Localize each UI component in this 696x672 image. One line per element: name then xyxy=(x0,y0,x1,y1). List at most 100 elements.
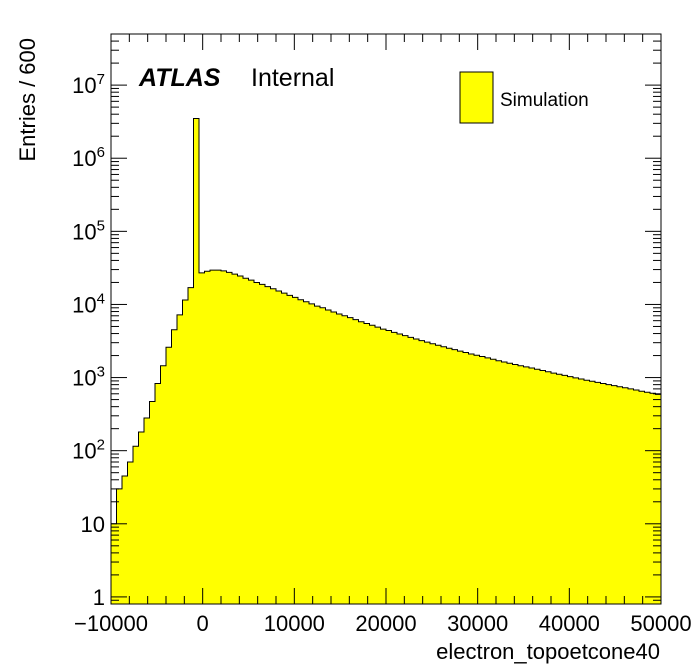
histogram-bin xyxy=(424,342,431,604)
histogram-bin xyxy=(259,284,266,604)
histogram-bin xyxy=(413,338,420,604)
histogram-bin xyxy=(551,373,557,604)
histogram-bin xyxy=(210,270,216,604)
x-tick-label: 50000 xyxy=(630,611,691,636)
histogram-bin xyxy=(529,368,535,604)
histogram-bin xyxy=(287,295,293,604)
histogram-bin xyxy=(281,293,288,604)
histogram-bin xyxy=(523,366,530,604)
histogram-bin xyxy=(347,317,354,604)
y-tick-label: 103 xyxy=(72,364,105,391)
histogram-bin xyxy=(617,386,623,604)
histogram-bin xyxy=(474,355,480,604)
histogram-bin xyxy=(606,384,612,604)
y-axis-ticks xyxy=(111,33,661,605)
histogram-bin xyxy=(639,391,645,604)
histogram-bin xyxy=(435,345,442,604)
legend: Simulation xyxy=(459,71,589,124)
histogram-bin xyxy=(215,270,222,604)
histogram-bin xyxy=(391,332,398,604)
histogram-bin xyxy=(633,390,640,604)
y-tick-label: 1 xyxy=(93,585,105,610)
histogram-bin xyxy=(358,321,365,604)
histogram-bin xyxy=(380,329,387,604)
y-tick-label: 102 xyxy=(72,437,105,464)
histogram-bin xyxy=(254,282,260,604)
histogram-bin xyxy=(496,360,502,604)
histogram-bin xyxy=(144,417,150,604)
histogram-bin xyxy=(556,374,563,604)
y-tick-label: 106 xyxy=(72,144,105,171)
y-axis-tick-labels: 1 10 102 103 104 105 106 107 xyxy=(72,71,105,610)
histogram-bin xyxy=(303,301,310,604)
histogram-bin xyxy=(655,394,662,604)
internal-label: Internal xyxy=(251,64,334,92)
histogram-bin xyxy=(650,393,656,604)
histogram-bin xyxy=(600,383,607,604)
histogram-bin xyxy=(512,364,519,604)
histogram-bin xyxy=(408,337,414,604)
histogram-bin xyxy=(567,376,574,604)
histogram-bin xyxy=(265,286,271,604)
histogram-bin xyxy=(402,335,409,604)
histogram-bin xyxy=(584,380,590,604)
histogram-bin xyxy=(441,346,447,604)
histogram-bin xyxy=(116,488,123,604)
histogram-bin xyxy=(573,377,579,604)
y-tick-label: 104 xyxy=(72,290,105,317)
histogram-bin xyxy=(232,274,238,604)
histogram-bin xyxy=(314,306,321,604)
histogram-bin xyxy=(320,307,326,604)
histogram-bin xyxy=(336,314,343,604)
histogram-bin xyxy=(364,323,370,604)
histogram-bars xyxy=(111,118,662,604)
histogram-bin xyxy=(276,290,282,604)
histogram-bin xyxy=(479,356,486,604)
histogram-bin xyxy=(545,371,552,604)
histogram-bin xyxy=(127,462,134,604)
histogram-bin xyxy=(485,357,491,604)
histogram-bin xyxy=(534,369,541,604)
histogram-bin xyxy=(578,379,585,604)
histogram-bin xyxy=(490,359,497,604)
histogram-bin xyxy=(138,432,145,604)
histogram-bin xyxy=(589,381,596,604)
histogram-bin xyxy=(595,382,601,604)
legend-entry-simulation: Simulation xyxy=(500,90,589,111)
histogram-bin xyxy=(611,385,618,604)
y-tick-label: 10 xyxy=(81,512,105,537)
histogram-bin xyxy=(463,352,469,604)
histogram-bin xyxy=(375,327,381,604)
histogram-bin xyxy=(221,270,227,604)
histogram-bin xyxy=(562,375,568,604)
x-axis-title: electron_topoetcone40 xyxy=(436,639,660,664)
histogram-bin xyxy=(342,315,348,604)
histogram-bin xyxy=(419,340,425,604)
histogram-bin xyxy=(149,401,156,604)
histogram-bin xyxy=(226,272,233,604)
histogram-bin xyxy=(292,297,299,604)
histogram-bin xyxy=(133,446,139,604)
histogram-bin xyxy=(628,388,634,604)
x-axis-tick-labels: −10000 0 10000 20000 30000 40000 50000 xyxy=(74,611,692,636)
histogram-bin xyxy=(452,349,458,604)
histogram-bin xyxy=(111,523,117,604)
histogram-outline xyxy=(111,117,661,525)
histogram-bin xyxy=(644,392,651,604)
histogram-bin xyxy=(325,309,332,604)
histogram-bin xyxy=(193,118,200,604)
histogram-bin xyxy=(171,329,178,604)
histogram-bin xyxy=(507,363,513,604)
histogram-bin xyxy=(540,370,546,604)
x-tick-label: 10000 xyxy=(264,611,325,636)
histogram-bin xyxy=(331,311,337,604)
x-tick-label: 20000 xyxy=(355,611,416,636)
y-tick-label: 107 xyxy=(72,71,105,98)
histogram-bin xyxy=(182,300,189,604)
histogram-bin xyxy=(309,303,315,604)
histogram-bin xyxy=(501,362,508,604)
histogram-bin xyxy=(386,330,392,604)
histogram-bin xyxy=(518,365,524,604)
histogram-bin xyxy=(270,288,277,604)
